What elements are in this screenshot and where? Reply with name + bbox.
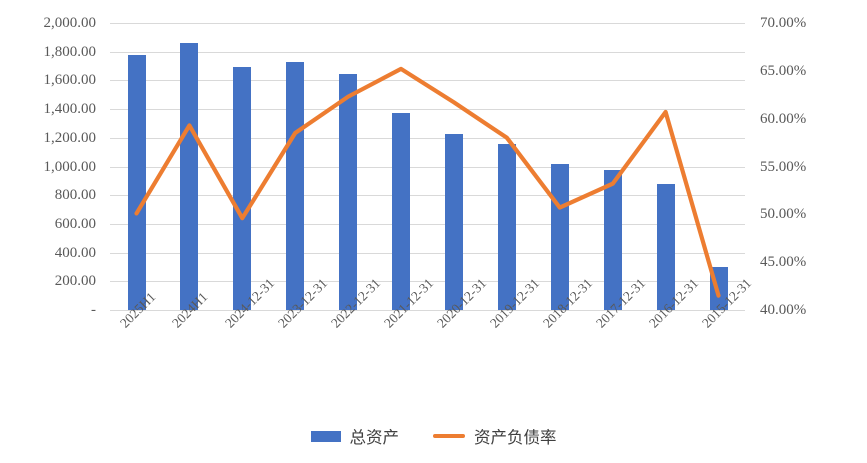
- y-axis-left-tick: -: [91, 302, 96, 318]
- bar: [497, 143, 516, 310]
- gridline: [110, 281, 745, 283]
- legend-bar-swatch-icon: [310, 430, 341, 442]
- bar: [127, 54, 146, 310]
- y-axis-right-tick: 45.00%: [760, 254, 807, 271]
- gridline: [110, 51, 745, 53]
- legend-item[interactable]: 总资产: [310, 424, 400, 448]
- y-axis-right-tick: 55.00%: [760, 158, 807, 175]
- bar: [339, 73, 358, 310]
- bar: [392, 113, 410, 310]
- y-axis-left: - 200.00 400.00 600.00 800.00 1,000.00 1,200.0…: [0, 0, 104, 330]
- bar: [233, 66, 252, 310]
- y-axis-right-tick: 65.00%: [760, 62, 807, 79]
- y-axis-left-tick: 400.00: [54, 244, 96, 261]
- line-series-debt-ratio: [134, 66, 721, 298]
- gridline: [110, 23, 745, 24]
- y-axis-left-tick: 800.00: [54, 187, 96, 204]
- gridline: [110, 195, 745, 197]
- plot-area: [110, 23, 745, 311]
- gridline: [110, 310, 745, 311]
- bar: [656, 183, 675, 310]
- y-axis-right-tick: 40.00%: [760, 302, 807, 318]
- y-axis-left-tick: 1,600.00: [43, 72, 97, 89]
- y-axis-left-tick: 600.00: [54, 215, 96, 232]
- legend-label: 总资产: [349, 428, 400, 447]
- gridline: [110, 80, 745, 82]
- bar: [286, 61, 305, 310]
- y-axis-left-tick: 1,800.00: [43, 43, 97, 60]
- bar: [603, 170, 622, 310]
- gridline: [110, 252, 745, 254]
- y-axis-left-tick: 1,400.00: [43, 101, 97, 118]
- gridline: [110, 223, 745, 225]
- bar: [445, 134, 463, 310]
- x-axis: 2025H1 2024H1 2024-12-31 2023-12-31 2022-12-…: [110, 275, 754, 410]
- bar: [180, 43, 199, 310]
- y-axis-left-tick: 1,000.00: [43, 158, 97, 175]
- y-axis-right-tick: 50.00%: [760, 206, 807, 223]
- legend-line-swatch-icon: [433, 434, 465, 438]
- y-axis-left-tick: 200.00: [54, 273, 96, 290]
- legend-item[interactable]: 资产负债率: [433, 424, 557, 448]
- legend-label: 资产负债率: [474, 428, 557, 447]
- gridline: [110, 109, 745, 111]
- gridline: [110, 166, 745, 168]
- y-axis-right: 40.00% 45.00% 50.00% 55.00% 60.00% 65.00% 70.0…: [752, 0, 864, 330]
- y-axis-left-tick: 2,000.00: [43, 15, 97, 31]
- y-axis-right-tick: 70.00%: [760, 15, 807, 31]
- y-axis-left-tick: 1,200.00: [43, 129, 97, 146]
- chart-legend: 总资产 资产负债率: [0, 424, 867, 448]
- gridline: [110, 137, 745, 139]
- y-axis-right-tick: 60.00%: [760, 110, 807, 127]
